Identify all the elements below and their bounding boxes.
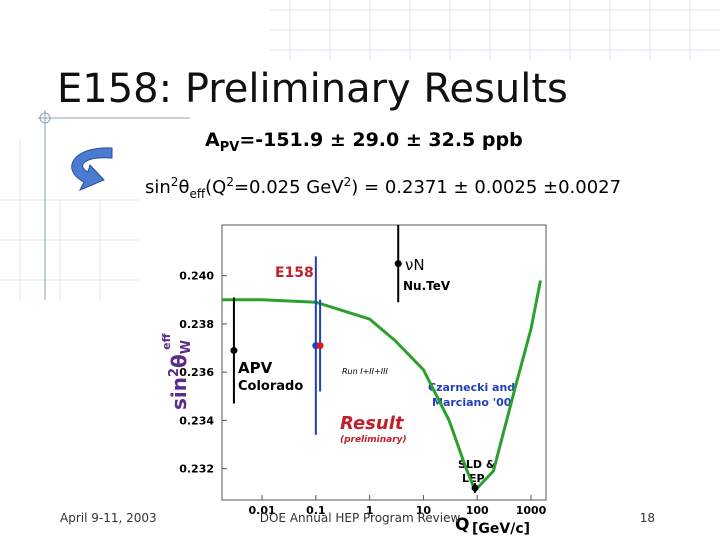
point-label: Nu.TeV (403, 279, 451, 293)
apv-rest: =-151.9 ± 29.0 ± 32.5 ppb (239, 129, 522, 151)
point-label: Result (340, 413, 405, 434)
x-axis-label: Q (455, 515, 469, 535)
apv-sub: PV (220, 140, 240, 155)
curve-label: Czarnecki and (428, 381, 515, 394)
x-tick-label: 0.01 (248, 504, 275, 517)
point (394, 260, 402, 268)
t: =0.025 GeV (234, 177, 344, 198)
chart: sin2θWeff Q [GeV/c] E158 APV Colorado νN… (160, 224, 547, 537)
point-label: E158 (275, 265, 314, 281)
t: 2 (171, 175, 179, 189)
footer-date: April 9-11, 2003 (60, 511, 157, 525)
t: θ (167, 354, 191, 368)
t: 2 (344, 175, 352, 189)
x-tick-label: 1 (366, 504, 374, 517)
t: θ (178, 177, 189, 198)
y-tick-label: 0.236 (179, 366, 214, 379)
point (316, 342, 324, 350)
x-axis-unit: [GeV/c] (472, 521, 530, 537)
point-label: νN (405, 256, 425, 274)
y-tick-label: 0.240 (179, 270, 214, 283)
point-label: APV (238, 359, 273, 377)
t: 2 (167, 368, 182, 377)
t: eff (160, 333, 173, 349)
point (471, 484, 479, 492)
title: E158: Preliminary Results (57, 66, 568, 112)
footer-event: DOE Annual HEP Program Review (260, 511, 461, 525)
curve-label: Marciano '00 (432, 396, 512, 409)
apv-a: A (205, 129, 220, 151)
x-tick-label: 10 (416, 504, 432, 517)
t: ) = 0.2371 ± 0.0025 ±0.0027 (351, 177, 621, 198)
x-tick-label: 1000 (516, 504, 547, 517)
t: 2 (226, 175, 234, 189)
t: eff (189, 187, 205, 201)
x-tick-label: 0.1 (306, 504, 326, 517)
t: sin (167, 377, 191, 410)
y-axis-label: sin2θWeff (160, 333, 194, 410)
background-grid (0, 0, 720, 300)
y-tick-label: 0.238 (179, 318, 214, 331)
rule-knot (39, 112, 51, 124)
point (230, 346, 238, 354)
point-label: Run I+II+III (342, 367, 388, 376)
footer-page: 18 (640, 511, 655, 525)
y-tick-label: 0.234 (179, 414, 214, 427)
point-label: (preliminary) (340, 435, 407, 445)
arrow-icon (71, 147, 113, 191)
apv-line: APV=-151.9 ± 29.0 ± 32.5 ppb (205, 129, 523, 155)
t: sin (145, 177, 171, 198)
sin-line: sin2θeff(Q2=0.025 GeV2) = 0.2371 ± 0.002… (145, 175, 621, 201)
point-label: Colorado (238, 379, 303, 394)
t: (Q (205, 177, 226, 198)
plot-frame (221, 224, 547, 501)
y-tick-label: 0.232 (179, 463, 214, 476)
t: W (179, 340, 194, 354)
x-tick-label: 100 (466, 504, 489, 517)
